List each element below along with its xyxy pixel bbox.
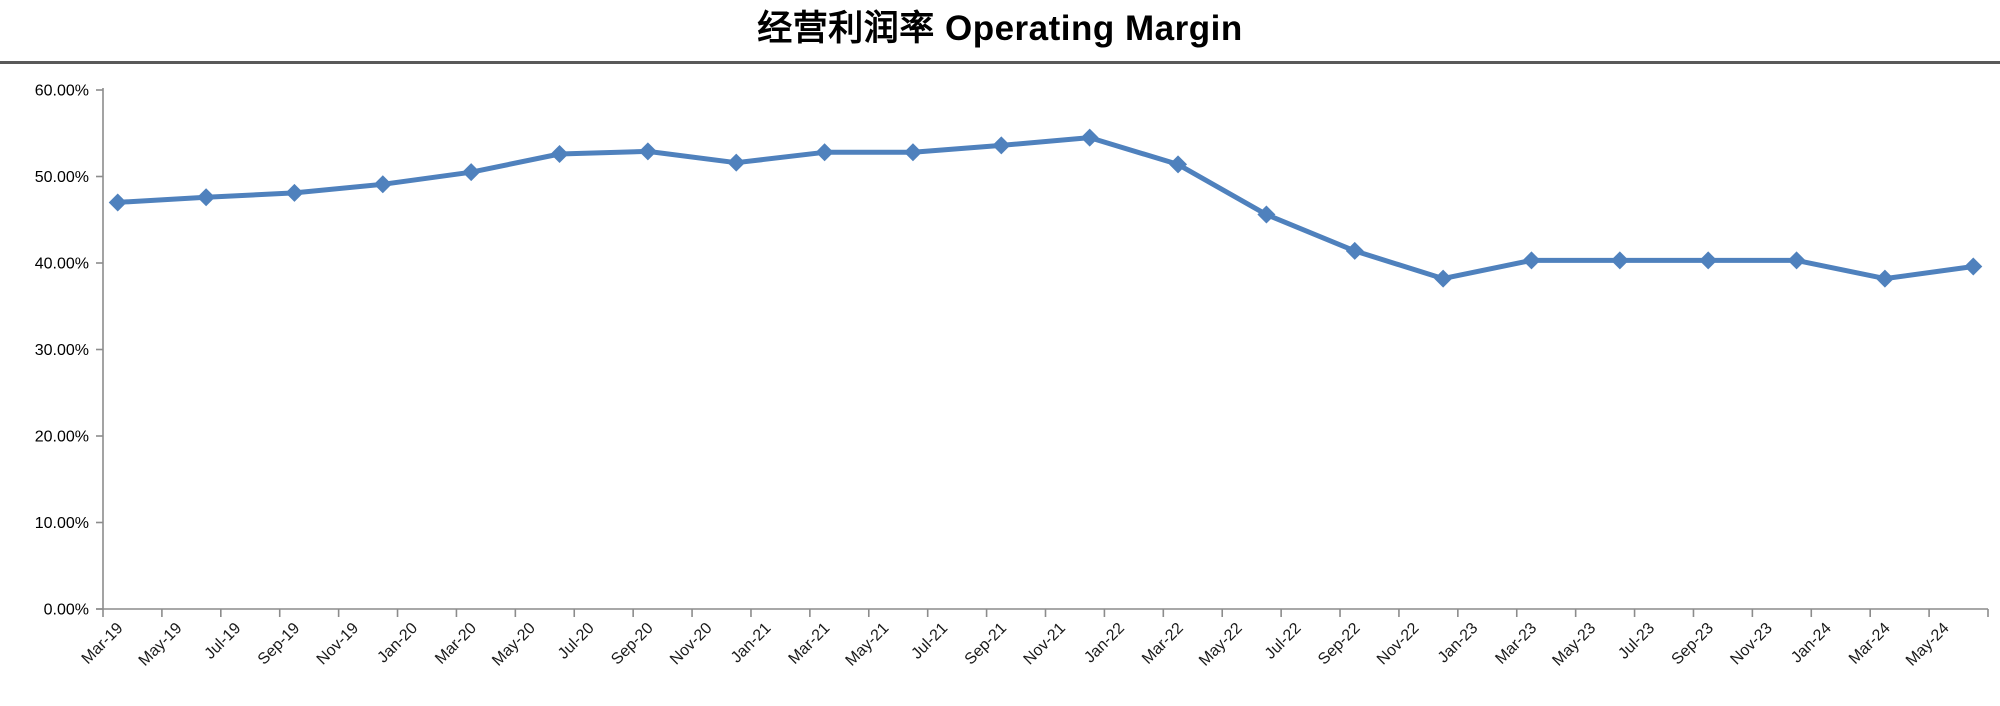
y-axis-label: 50.00% [35,169,89,186]
data-point-marker [1875,269,1894,288]
y-axis-label: 20.00% [35,429,89,446]
x-axis-label: Jul-19 [202,620,245,663]
data-point-marker [1522,251,1541,270]
data-point-marker [373,175,392,194]
data-point-marker [108,193,127,212]
data-point-marker [638,142,657,161]
x-axis-label: Sep-21 [962,620,1011,669]
x-axis-label: May-24 [1903,620,1953,670]
data-point-marker [903,143,922,162]
series-line [115,135,1976,282]
x-axis-label: May-19 [136,620,186,670]
x-axis-label: May-20 [489,620,539,670]
x-axis-label: May-22 [1196,620,1246,670]
data-point-marker [1257,205,1276,224]
data-point-marker [1610,251,1629,270]
data-point-marker [550,145,569,164]
x-axis-label: Jul-22 [1262,620,1305,663]
data-point-marker [815,143,834,162]
x-axis-label: May-23 [1549,620,1599,670]
x-axis-label: Sep-20 [608,620,657,669]
data-point-marker [727,153,746,172]
x-axis-label: Nov-20 [667,620,716,669]
x-axis-label: Mar-20 [432,620,480,668]
x-axis-label: Jan-22 [1081,620,1128,667]
chart-title: 经营利润率 Operating Margin [757,9,1243,48]
data-point-marker [1345,241,1364,260]
x-axis-label: Mar-24 [1846,620,1894,668]
data-point-marker [1080,128,1099,147]
y-axis-label: 60.00% [35,83,89,100]
x-axis-label: Sep-22 [1315,620,1364,669]
data-point-marker [462,163,481,182]
data-point-marker [1699,251,1718,270]
x-axis-label: May-21 [843,620,893,670]
x-axis-label: Mar-21 [786,620,834,668]
data-point-marker [1964,257,1983,276]
data-point-marker [992,136,1011,155]
x-axis-label: Jan-24 [1788,620,1835,667]
x-axis-label: Jan-21 [728,620,775,667]
x-axis-label: Jan-23 [1435,620,1482,667]
title-divider [0,61,2000,64]
y-axis-label: 10.00% [35,515,89,532]
x-axis-label: Mar-23 [1492,620,1540,668]
y-axis-label: 0.00% [44,602,89,619]
data-point-marker [1787,251,1806,270]
x-axis-label: Jul-21 [908,620,951,663]
y-axis-label: 30.00% [35,342,89,359]
data-point-marker [1169,155,1188,174]
data-point-marker [1434,269,1453,288]
x-axis-label: Jul-23 [1615,620,1658,663]
x-axis-label: Mar-22 [1139,620,1187,668]
x-axis-label: Mar-19 [79,620,127,668]
y-axis-label: 40.00% [35,256,89,273]
x-axis-label: Nov-19 [314,620,363,669]
x-axis-label: Nov-23 [1727,620,1776,669]
x-axis-label: Sep-23 [1669,620,1718,669]
data-point-marker [285,183,304,202]
data-point-marker [197,188,216,207]
x-axis-label: Sep-19 [255,620,304,669]
x-axis-label: Nov-22 [1374,620,1423,669]
x-axis-label: Jan-20 [374,620,421,667]
x-axis-label: Nov-21 [1021,620,1070,669]
x-axis-label: Jul-20 [555,620,598,663]
